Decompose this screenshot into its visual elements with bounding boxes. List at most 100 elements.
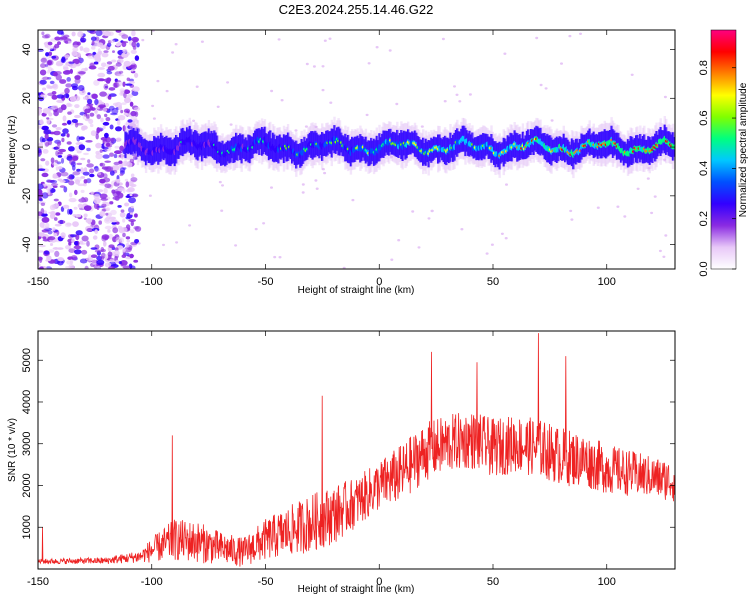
noise-blob	[38, 256, 43, 261]
faint-dot	[129, 193, 133, 197]
noise-blob	[55, 203, 60, 207]
noise-blob	[103, 83, 109, 90]
faint-dot	[646, 177, 650, 180]
noise-blob	[121, 34, 129, 39]
faint-dot	[175, 241, 179, 244]
faint-dot	[550, 119, 554, 122]
noise-blob	[41, 31, 45, 36]
noise-blob	[128, 80, 135, 84]
noise-blob	[103, 187, 108, 194]
noise-blob	[38, 147, 42, 154]
noise-blob	[79, 258, 88, 264]
noise-blob	[89, 173, 95, 178]
noise-blob	[112, 196, 120, 201]
noise-blob	[42, 236, 47, 239]
noise-blob	[73, 245, 82, 250]
noise-blob	[109, 170, 115, 176]
faint-dot	[273, 255, 277, 259]
faint-dot	[539, 83, 543, 87]
noise-blob	[86, 147, 91, 152]
noise-blob	[83, 167, 88, 172]
noise-blob	[89, 123, 94, 128]
noise-blob	[94, 165, 99, 172]
noise-blob	[57, 41, 61, 45]
noise-blob	[56, 94, 65, 99]
noise-blob	[74, 241, 79, 246]
noise-blob	[98, 104, 106, 108]
y-tick-label: 3000	[21, 431, 33, 455]
noise-blob	[90, 93, 98, 99]
noise-blob	[48, 51, 53, 57]
noise-blob	[83, 213, 88, 218]
faint-dot	[270, 89, 274, 93]
snr-y-label: SNR (10 * v/v)	[7, 418, 18, 482]
faint-dot	[216, 105, 220, 109]
noise-blob	[105, 212, 109, 216]
noise-blob	[76, 41, 81, 46]
noise-blob	[102, 125, 106, 130]
noise-blob	[72, 171, 81, 176]
noise-blob	[115, 42, 121, 47]
snr-y-ticks: 1000 2000 3000 4000 5000	[21, 348, 675, 539]
noise-blob	[86, 163, 94, 168]
noise-blob	[105, 254, 109, 259]
noise-blob	[81, 235, 89, 242]
snr-frame	[37, 330, 676, 570]
noise-blob	[44, 133, 49, 140]
noise-blob	[118, 105, 122, 110]
noise-blob	[128, 36, 132, 42]
noise-blob	[43, 129, 52, 135]
faint-dot	[130, 205, 134, 209]
noise-blob	[38, 107, 43, 114]
noise-blob	[71, 238, 75, 244]
noise-blob	[46, 69, 51, 74]
noise-blob	[87, 30, 95, 33]
noise-blob	[126, 188, 132, 193]
noise-blob	[72, 47, 79, 52]
noise-blob	[102, 173, 108, 179]
faint-dot	[443, 100, 447, 103]
faint-dot	[321, 168, 325, 171]
noise-blob	[55, 212, 61, 216]
noise-blob	[40, 213, 48, 217]
noise-blob	[63, 34, 70, 38]
faint-dot	[342, 266, 346, 269]
noise-blob	[51, 183, 59, 187]
noise-blob	[126, 239, 131, 243]
faint-dot	[616, 205, 620, 208]
noise-blob	[89, 168, 95, 174]
noise-blob	[56, 141, 62, 146]
noise-blob	[60, 57, 66, 64]
faint-dot	[174, 43, 178, 46]
noise-blob	[51, 55, 57, 59]
y-tick-label: 20	[21, 92, 33, 104]
noise-blob	[66, 102, 72, 108]
noise-blob	[52, 227, 56, 232]
spectrogram-x-ticks: -150 -100 -50 0 50 100	[27, 30, 616, 288]
noise-blob	[87, 98, 93, 105]
noise-blob	[113, 153, 118, 159]
faint-dot	[455, 93, 459, 97]
noise-blob	[74, 145, 80, 151]
snr-x-ticks: -150 -100 -50 0 50 100	[27, 331, 616, 588]
noise-blob	[52, 71, 58, 77]
noise-blob	[86, 114, 90, 120]
snr-panel: -150 -100 -50 0 50 100 1000 2000 3000 4000 5000 H…	[7, 330, 676, 595]
y-tick-label: -20	[21, 188, 33, 204]
noise-blob	[93, 79, 100, 86]
noise-blob	[80, 157, 86, 161]
noise-blob	[79, 37, 87, 43]
noise-blob	[104, 166, 112, 172]
noise-blob	[91, 40, 95, 46]
noise-blob	[39, 222, 45, 228]
noise-blob	[121, 102, 127, 105]
noise-blob	[119, 88, 126, 93]
noise-blob	[122, 265, 131, 269]
faint-dot	[314, 179, 318, 182]
snr-series-line	[38, 333, 675, 567]
noise-blob	[106, 42, 112, 48]
noise-blob	[129, 229, 135, 234]
x-tick-label: -100	[141, 576, 163, 588]
noise-blob	[64, 222, 72, 228]
noise-blob	[60, 171, 69, 177]
